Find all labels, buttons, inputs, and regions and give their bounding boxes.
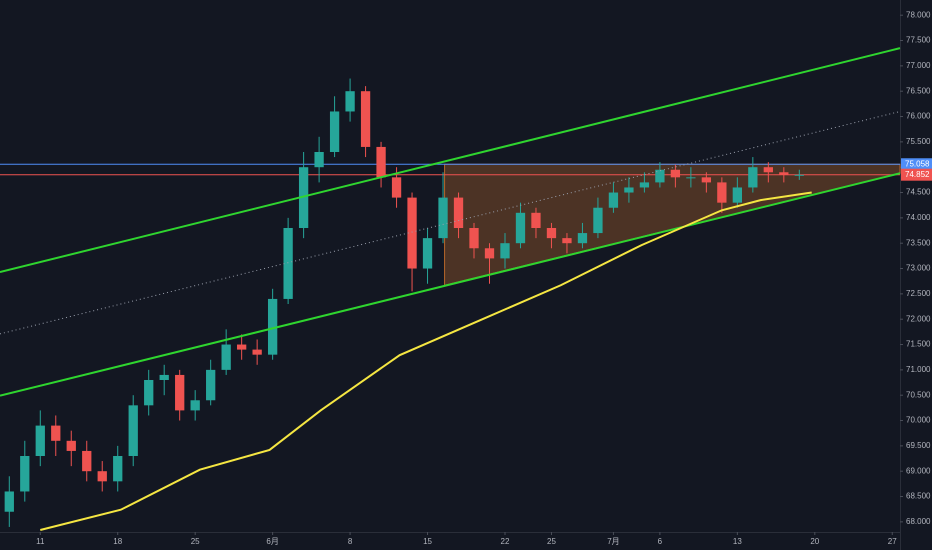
y-tick-label: 72.500 — [906, 289, 931, 298]
price-tag — [901, 158, 932, 171]
x-tick-label: 6月 — [266, 537, 278, 546]
x-tick-label: 8 — [348, 537, 353, 546]
y-tick-label: 76.000 — [906, 112, 931, 121]
candle-body — [144, 380, 154, 406]
candle-body — [484, 248, 495, 259]
y-tick-label: 71.500 — [906, 340, 931, 349]
candle-body — [360, 91, 371, 147]
x-tick-label: 11 — [36, 537, 45, 546]
candle-body — [701, 177, 712, 183]
candle-body — [20, 456, 30, 492]
candle-body — [608, 192, 619, 208]
candle-body — [267, 298, 278, 355]
candle-body — [128, 405, 138, 456]
candle-body — [686, 177, 696, 179]
candle-body — [562, 238, 572, 244]
candle-body — [593, 207, 603, 234]
y-tick-label: 69.000 — [906, 466, 931, 475]
y-tick-label: 73.000 — [906, 264, 931, 273]
candle-body — [438, 197, 448, 239]
candle-body — [639, 182, 650, 188]
candle-body — [670, 169, 681, 178]
candle-body — [175, 374, 185, 411]
y-tick-label: 74.000 — [906, 213, 931, 222]
candle-body — [345, 91, 355, 112]
candle-body — [624, 187, 634, 193]
x-tick-label: 6 — [658, 537, 663, 546]
y-tick-label: 72.000 — [906, 314, 931, 323]
candle-body — [283, 228, 293, 299]
candle-body — [252, 349, 262, 355]
candle-body — [221, 344, 231, 370]
candle-body — [329, 111, 340, 152]
y-tick-label: 70.500 — [906, 390, 931, 399]
x-tick-label: 15 — [423, 537, 432, 546]
y-tick-label: 68.500 — [906, 492, 931, 501]
x-tick-label: 25 — [191, 537, 200, 546]
y-tick-label: 71.000 — [906, 365, 931, 374]
y-tick-label: 69.500 — [906, 441, 931, 450]
candle-body — [779, 172, 789, 175]
candle-body — [82, 450, 92, 472]
x-tick-label: 27 — [888, 537, 897, 546]
candle-body — [577, 233, 588, 244]
moving-average — [40, 191, 812, 531]
x-tick-label: 25 — [547, 537, 556, 546]
trend-line — [0, 110, 901, 335]
candle-body — [66, 440, 76, 451]
price-tag-label: 74.852 — [905, 170, 930, 179]
candle-body — [159, 374, 169, 380]
candle-body — [717, 182, 727, 203]
y-tick-label: 77.000 — [906, 61, 931, 70]
y-tick-label: 77.500 — [906, 36, 931, 45]
candle-body — [51, 425, 61, 441]
y-tick-label: 74.500 — [906, 188, 931, 197]
candle-body — [206, 369, 216, 401]
candle-body — [500, 243, 510, 259]
y-tick-label: 70.000 — [906, 416, 931, 425]
candle-body — [190, 400, 200, 411]
y-tick-label: 78.000 — [906, 10, 931, 19]
candle-body — [97, 471, 107, 482]
candle-body — [391, 177, 402, 198]
candle-body — [794, 174, 804, 176]
y-tick-label: 68.000 — [906, 517, 931, 526]
candle-body — [748, 167, 758, 188]
y-tick-label: 75.500 — [906, 137, 931, 146]
candle-body — [546, 228, 557, 239]
candle-body — [655, 169, 665, 183]
x-tick-label: 7月 — [607, 537, 619, 546]
y-tick-label: 73.500 — [906, 238, 931, 247]
candle-body — [376, 146, 386, 178]
x-tick-label: 20 — [810, 537, 819, 546]
price-tag-label: 75.058 — [905, 159, 930, 168]
candle-body — [113, 456, 123, 482]
candle-body — [763, 167, 773, 173]
candle-body — [298, 167, 309, 228]
candle-body — [422, 238, 433, 269]
candle-body — [732, 187, 742, 203]
candle-body — [314, 152, 324, 168]
x-tick-label: 22 — [501, 537, 510, 546]
candle-body — [237, 344, 247, 350]
trend-line — [0, 172, 901, 397]
x-tick-label: 18 — [113, 537, 122, 546]
candle-body — [4, 491, 14, 512]
candle-body — [35, 425, 45, 456]
candle-body — [407, 197, 417, 269]
candle-body — [453, 197, 464, 228]
price-tag — [901, 168, 932, 181]
y-tick-label: 76.500 — [906, 86, 931, 95]
trend-line — [0, 47, 901, 274]
x-tick-label: 13 — [733, 537, 742, 546]
candle-body — [531, 212, 541, 228]
candle-body — [469, 228, 479, 249]
candle-body — [515, 212, 526, 244]
